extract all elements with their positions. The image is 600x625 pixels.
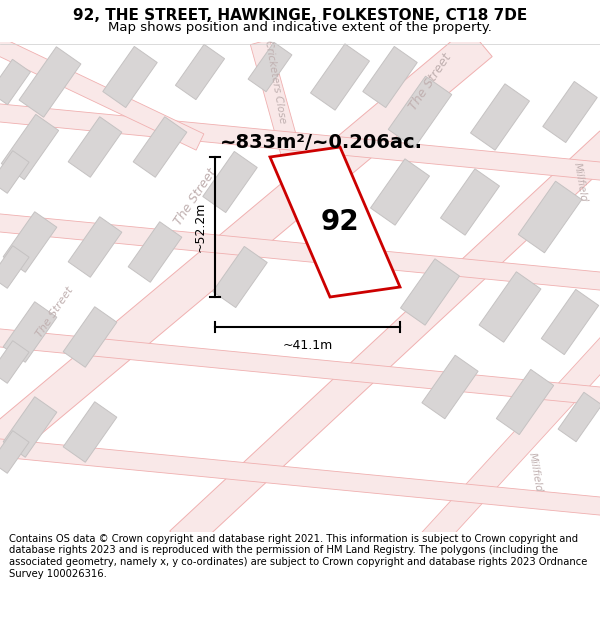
Polygon shape	[3, 212, 57, 272]
Polygon shape	[213, 246, 267, 308]
Polygon shape	[0, 59, 31, 105]
Polygon shape	[19, 47, 81, 118]
Polygon shape	[363, 46, 417, 108]
Polygon shape	[103, 46, 157, 108]
Polygon shape	[0, 103, 600, 181]
Polygon shape	[248, 42, 292, 92]
Polygon shape	[63, 307, 117, 368]
Polygon shape	[175, 44, 224, 99]
Polygon shape	[311, 44, 370, 110]
Text: 92: 92	[320, 208, 359, 236]
Polygon shape	[518, 181, 582, 253]
Text: The Street: The Street	[171, 166, 219, 228]
Text: The Street: The Street	[35, 285, 76, 339]
Polygon shape	[0, 151, 29, 193]
Polygon shape	[440, 169, 499, 235]
Polygon shape	[3, 302, 57, 362]
Polygon shape	[68, 217, 122, 278]
Polygon shape	[388, 76, 452, 148]
Polygon shape	[371, 159, 430, 225]
Polygon shape	[0, 28, 492, 467]
Polygon shape	[479, 272, 541, 342]
Polygon shape	[1, 114, 59, 179]
Text: Millfield: Millfield	[527, 451, 544, 493]
Text: Cricketers Close: Cricketers Close	[263, 40, 287, 124]
Polygon shape	[68, 117, 122, 178]
Polygon shape	[0, 328, 600, 406]
Polygon shape	[0, 213, 600, 291]
Polygon shape	[133, 117, 187, 178]
Polygon shape	[496, 369, 554, 434]
Polygon shape	[170, 131, 600, 553]
Text: Millfield: Millfield	[572, 161, 589, 202]
Text: ~52.2m: ~52.2m	[194, 202, 207, 252]
Polygon shape	[543, 81, 597, 142]
Polygon shape	[558, 392, 600, 442]
Polygon shape	[250, 39, 320, 224]
Polygon shape	[0, 341, 29, 383]
Text: The Street: The Street	[406, 51, 454, 112]
Text: Contains OS data © Crown copyright and database right 2021. This information is : Contains OS data © Crown copyright and d…	[9, 534, 587, 579]
Text: Map shows position and indicative extent of the property.: Map shows position and indicative extent…	[108, 21, 492, 34]
Polygon shape	[203, 151, 257, 213]
Polygon shape	[128, 222, 182, 282]
Polygon shape	[0, 246, 29, 288]
Polygon shape	[401, 259, 460, 325]
Text: ~833m²/~0.206ac.: ~833m²/~0.206ac.	[220, 132, 423, 151]
Polygon shape	[270, 147, 400, 297]
Text: 92, THE STREET, HAWKINGE, FOLKESTONE, CT18 7DE: 92, THE STREET, HAWKINGE, FOLKESTONE, CT…	[73, 8, 527, 23]
Polygon shape	[0, 34, 204, 150]
Polygon shape	[0, 438, 600, 516]
Polygon shape	[470, 84, 529, 150]
Text: ~41.1m: ~41.1m	[283, 339, 332, 352]
Polygon shape	[3, 397, 57, 458]
Polygon shape	[421, 239, 600, 551]
Polygon shape	[541, 289, 599, 354]
Polygon shape	[422, 355, 478, 419]
Polygon shape	[63, 402, 117, 462]
Polygon shape	[0, 431, 29, 473]
